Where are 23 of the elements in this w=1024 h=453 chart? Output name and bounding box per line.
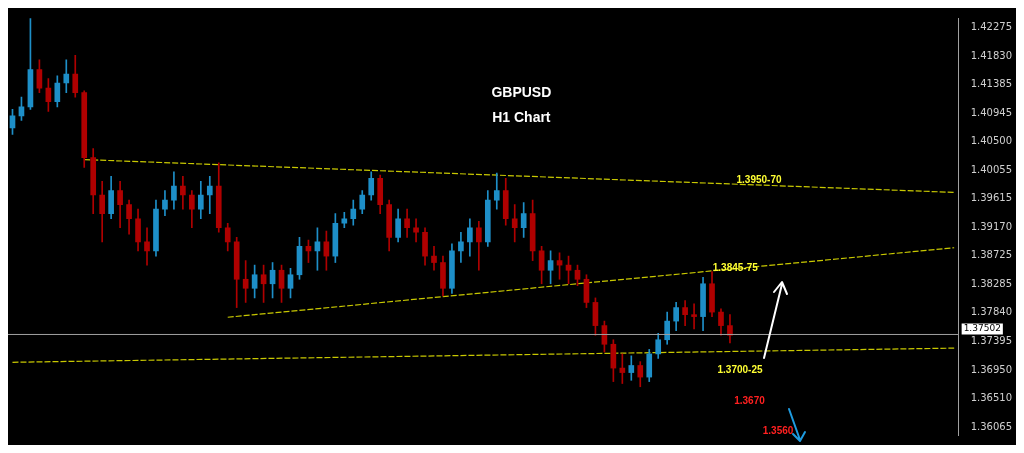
annotation: 1.3560 (762, 424, 794, 436)
y-tick-label: 1.40500 (970, 135, 1013, 147)
y-tick-label: 1.36065 (970, 420, 1013, 432)
annotation: 1.3950-70 (736, 174, 782, 186)
text: H1 Chart (492, 108, 551, 125)
y-tick-label: 1.36950 (970, 363, 1013, 375)
y-tick-label: 1.42275 (970, 20, 1013, 32)
y-tick-label: 1.40055 (970, 163, 1013, 175)
y-tick-label: 1.40945 (970, 106, 1013, 118)
y-tick-label: 1.38285 (970, 277, 1013, 289)
y-tick-label: 1.36510 (970, 391, 1013, 403)
y-tick-label: 1.37840 (970, 306, 1013, 318)
annotation: 1.3670 (734, 395, 766, 407)
text: GBPUSD (491, 83, 552, 100)
y-tick-label: 1.41830 (970, 49, 1013, 61)
ref-line-label: 1.37502 (963, 323, 1001, 334)
y-tick-label: 1.41385 (970, 78, 1013, 90)
y-tick-label: 1.37395 (970, 334, 1013, 346)
annotation: 1.3845-75 (712, 261, 759, 273)
y-tick-label: 1.39615 (970, 192, 1013, 204)
y-tick-label: 1.38725 (970, 249, 1013, 261)
y-tick-label: 1.39170 (970, 220, 1013, 232)
annotation: 1.3700-25 (717, 364, 763, 376)
